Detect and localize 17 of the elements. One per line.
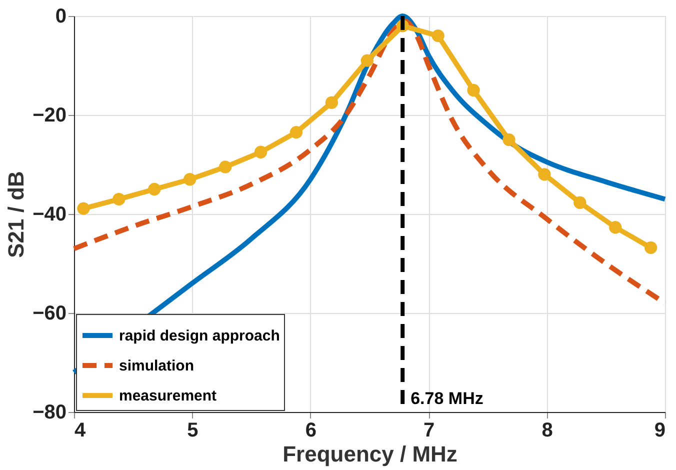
legend-label: rapid design approach [119,328,280,344]
x-tick-label: 5 [187,420,198,442]
y-tick-label: −40 [32,204,66,226]
x-tick-label: 8 [542,420,553,442]
legend-label: measurement [119,388,217,404]
x-tick-label: 4 [74,420,86,442]
x-tick-label: 9 [654,420,666,442]
legend-label: simulation [119,358,194,374]
y-axis-title: S21 / dB [4,171,29,258]
y-tick-label: 0 [55,6,66,28]
y-tick-label: −80 [32,402,66,424]
x-tick-label: 6 [305,420,316,442]
y-tick-label: −60 [32,302,66,324]
ref-line-label: 6.78 MHz [410,389,484,408]
y-tick-label: −20 [32,104,66,126]
x-axis-title: Frequency / MHz [282,442,458,466]
x-tick-label: 7 [424,420,435,442]
